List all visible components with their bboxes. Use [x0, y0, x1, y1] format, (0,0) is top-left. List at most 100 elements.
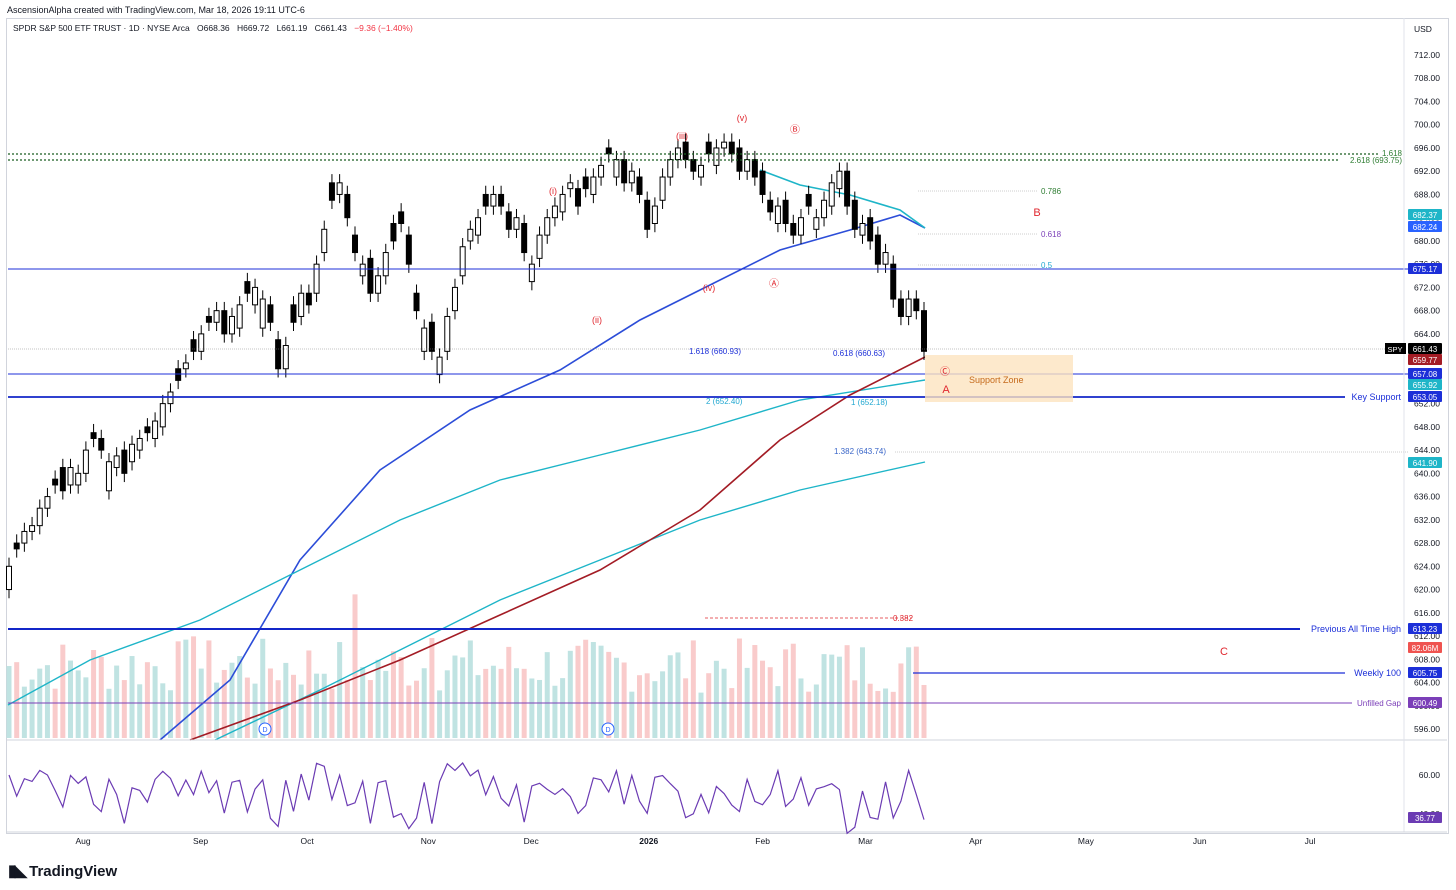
price-tick-label: 664.00: [1414, 329, 1440, 339]
date-tick-label: Oct: [300, 836, 314, 846]
candle-body: [290, 304, 297, 323]
fib-0786-label: 0.786: [1041, 187, 1062, 196]
volume-bar: [698, 692, 704, 738]
volume-bar: [598, 645, 604, 738]
price-badge-label: 600.49: [1413, 699, 1438, 708]
candle-body: [352, 234, 359, 254]
price-tick-label: 712.00: [1414, 50, 1440, 60]
volume-bar: [252, 683, 258, 738]
volume-bar: [544, 652, 550, 738]
candle-body: [113, 455, 120, 469]
candle-body: [705, 141, 712, 155]
candle-body: [528, 263, 535, 283]
candle-body: [29, 525, 36, 532]
candle-body: [667, 159, 674, 178]
volume-bar: [606, 651, 612, 738]
price-tick-label: 596.00: [1414, 724, 1440, 734]
volume-bar: [667, 655, 673, 738]
volume-bar: [160, 683, 166, 738]
fib-1382-label: 1.382 (643.74): [834, 447, 886, 456]
candle-body: [305, 292, 312, 306]
volume-bar: [314, 673, 320, 738]
low-value: L661.19: [276, 23, 308, 33]
candle-body: [482, 193, 489, 207]
candle-body: [782, 199, 789, 224]
candle-body: [152, 420, 159, 439]
volume-bar: [298, 684, 304, 738]
volume-bar: [713, 660, 719, 738]
volume-bar: [91, 650, 97, 738]
price-badge: [1408, 391, 1442, 402]
volume-bar: [414, 680, 420, 738]
candle-body: [252, 286, 259, 306]
volume-bar: [121, 680, 127, 738]
volume-bar: [321, 673, 327, 738]
price-badge: [1408, 263, 1442, 274]
volume-bar: [75, 670, 81, 738]
candle-body: [244, 281, 251, 294]
candle-body: [682, 141, 689, 161]
volume-bar: [83, 677, 89, 738]
volume-bar: [114, 665, 120, 738]
price-badge-label: 613.23: [1413, 625, 1438, 634]
volume-bar: [306, 650, 312, 738]
fib-1618-top-label: 1.618: [1382, 149, 1403, 158]
candle-body: [513, 217, 520, 230]
price-tick-label: 640.00: [1414, 468, 1440, 478]
candle-body: [536, 234, 543, 259]
currency-label[interactable]: USD: [1414, 24, 1432, 34]
candle-body: [636, 176, 643, 195]
volume-bar: [683, 678, 689, 738]
candle-body: [359, 263, 366, 277]
volume-bar: [244, 677, 250, 738]
candle-body: [828, 182, 835, 207]
candle-body: [398, 211, 405, 224]
candle-body: [13, 542, 20, 550]
candle-body: [67, 467, 74, 486]
candle-body: [805, 193, 812, 207]
price-tick-label: 612.00: [1414, 631, 1440, 641]
volume-bar: [706, 673, 712, 738]
candle-body: [467, 228, 474, 242]
chart-frame: [6, 18, 1449, 834]
candle-body: [905, 298, 912, 317]
wave-ii-label: (ii): [592, 315, 602, 325]
wave-v-label: (v): [737, 113, 748, 123]
candle-body: [751, 159, 758, 178]
volume-bar: [575, 645, 581, 738]
candle-body: [390, 223, 397, 242]
price-badge: [1408, 623, 1442, 634]
symbol-legend[interactable]: SPDR S&P 500 ETF TRUST · 1D · NYSE Arca …: [13, 23, 418, 33]
volume-bar: [444, 670, 450, 738]
candle-body: [405, 234, 412, 265]
candle-body: [228, 315, 235, 335]
close-value: C661.43: [314, 23, 347, 33]
volume-bar: [52, 688, 58, 738]
candle-body: [375, 275, 382, 294]
candle-body: [744, 159, 751, 172]
candle-body: [767, 199, 774, 213]
candle-body: [590, 176, 597, 195]
tradingview-logo[interactable]: ▮◣ TradingView: [8, 861, 117, 881]
candle-body: [836, 170, 843, 190]
price-badge-label: 82.06M: [1412, 644, 1439, 653]
candle-body: [721, 141, 728, 149]
volume-bar: [390, 651, 396, 738]
wave-iii-label: (iii): [676, 131, 688, 141]
volume-bar: [852, 680, 858, 738]
price-badge-label: 653.05: [1413, 393, 1438, 402]
volume-bar: [98, 656, 104, 738]
volume-bar: [214, 682, 220, 738]
price-badge: [1408, 697, 1442, 708]
price-badge: [1408, 812, 1442, 823]
wave-b-circled-label: Ⓑ: [790, 124, 800, 136]
candle-body: [44, 496, 51, 509]
volume-bar: [736, 638, 742, 738]
candle-body: [690, 159, 697, 172]
date-tick-label: Mar: [858, 836, 873, 846]
candle-body: [605, 147, 612, 155]
candle-body: [867, 217, 874, 242]
candle-body: [236, 304, 243, 329]
support-zone-box: [925, 355, 1073, 402]
